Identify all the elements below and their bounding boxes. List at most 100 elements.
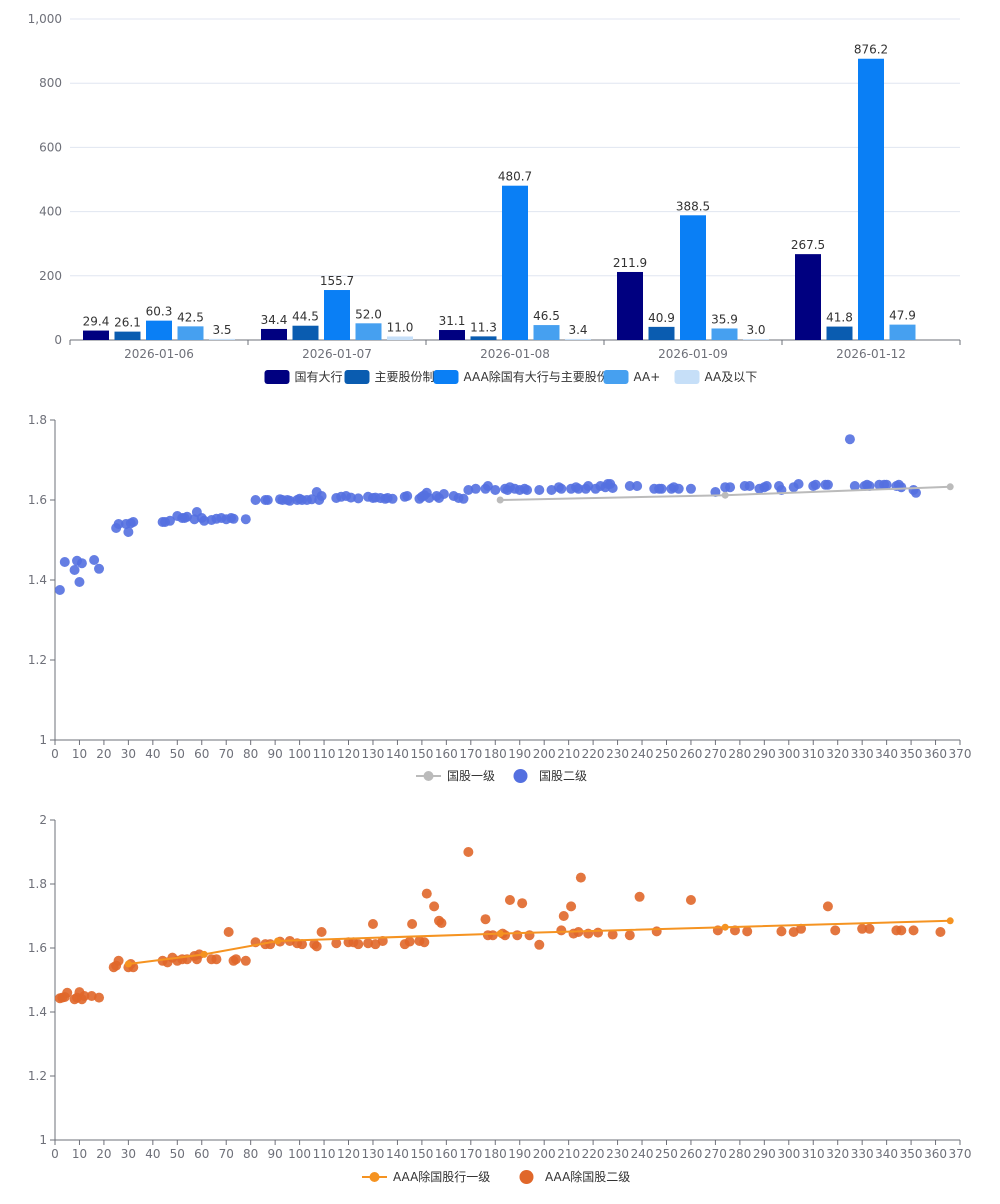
bar bbox=[889, 324, 916, 340]
x-tick-label: 70 bbox=[219, 1147, 234, 1161]
scatter-point bbox=[438, 489, 449, 499]
y-tick-label: 200 bbox=[39, 269, 62, 283]
data-label: 47.9 bbox=[889, 309, 916, 323]
x-tick-label: 2026-01-12 bbox=[836, 347, 906, 361]
scatter-point bbox=[62, 987, 73, 998]
scatter-point bbox=[436, 918, 447, 929]
x-tick-label: 270 bbox=[704, 1147, 727, 1161]
scatter-point bbox=[113, 519, 124, 529]
y-tick-label: 1 bbox=[39, 733, 47, 747]
x-tick-label: 20 bbox=[96, 1147, 111, 1161]
x-tick-label: 190 bbox=[508, 1147, 531, 1161]
legend-label: AA+ bbox=[634, 370, 661, 384]
bar bbox=[355, 323, 382, 340]
scatter-point bbox=[607, 929, 618, 940]
data-label: 35.9 bbox=[711, 312, 738, 326]
x-tick-label: 0 bbox=[51, 1147, 59, 1161]
y-tick-label: 1.2 bbox=[28, 653, 47, 667]
bar bbox=[680, 215, 706, 340]
scatter-point bbox=[593, 927, 603, 938]
scatter-point bbox=[113, 955, 124, 966]
data-label: 34.4 bbox=[261, 313, 288, 327]
scatter-point bbox=[908, 925, 919, 936]
y-tick-label: 600 bbox=[39, 140, 62, 154]
y-tick-label: 1.8 bbox=[28, 877, 47, 891]
bar bbox=[114, 331, 141, 340]
x-tick-label: 360 bbox=[924, 1147, 947, 1161]
scatter-point bbox=[575, 872, 586, 883]
scatter-point bbox=[59, 557, 70, 567]
x-tick-label: 130 bbox=[362, 1147, 385, 1161]
scatter-point bbox=[363, 938, 374, 949]
x-tick-label: 110 bbox=[313, 747, 336, 761]
y-tick-label: 1.4 bbox=[28, 1005, 47, 1019]
x-tick-label: 80 bbox=[243, 747, 258, 761]
line-point bbox=[200, 950, 208, 958]
x-tick-label: 30 bbox=[121, 1147, 136, 1161]
scatter-point bbox=[482, 481, 493, 491]
bar bbox=[858, 58, 884, 340]
line-point bbox=[496, 496, 504, 504]
scatter-point bbox=[402, 491, 413, 501]
bar bbox=[743, 339, 769, 340]
x-tick-label: 200 bbox=[533, 747, 556, 761]
scatter-point bbox=[316, 927, 327, 937]
line-point bbox=[946, 917, 954, 925]
data-label: 211.9 bbox=[613, 256, 647, 270]
y-tick-label: 1 bbox=[39, 1133, 47, 1147]
scatter-point bbox=[128, 517, 139, 527]
legend-swatch bbox=[603, 370, 629, 384]
scatter-point bbox=[404, 936, 415, 947]
scatter-point bbox=[463, 847, 474, 857]
x-tick-label: 340 bbox=[875, 747, 898, 761]
scatter-point bbox=[685, 895, 696, 905]
scatter-point bbox=[849, 481, 860, 491]
data-label: 52.0 bbox=[355, 307, 382, 321]
x-tick-label: 100 bbox=[288, 747, 311, 761]
scatter-point bbox=[123, 527, 134, 537]
data-label: 155.7 bbox=[320, 274, 354, 288]
x-tick-label: 210 bbox=[557, 1147, 580, 1161]
x-tick-label: 240 bbox=[631, 1147, 654, 1161]
scatter-point bbox=[685, 483, 696, 494]
data-label: 40.9 bbox=[648, 311, 675, 325]
line-point bbox=[124, 960, 132, 968]
x-tick-label: 230 bbox=[606, 747, 629, 761]
data-label: 31.1 bbox=[439, 314, 466, 328]
scatter-point bbox=[744, 481, 755, 491]
data-label: 3.0 bbox=[746, 323, 765, 337]
scatter-point bbox=[810, 479, 821, 490]
x-tick-label: 290 bbox=[753, 1147, 776, 1161]
legend-swatch bbox=[344, 370, 370, 384]
scatter-point bbox=[896, 482, 907, 493]
x-tick-label: 150 bbox=[410, 1147, 433, 1161]
scatter-point bbox=[504, 895, 515, 905]
data-label: 29.4 bbox=[83, 315, 110, 329]
scatter-point bbox=[240, 955, 251, 966]
series-line bbox=[128, 919, 951, 965]
data-label: 26.1 bbox=[114, 316, 141, 330]
bar bbox=[711, 328, 738, 340]
scatter-point bbox=[522, 485, 533, 495]
scatter-point bbox=[367, 919, 378, 929]
scatter-point bbox=[796, 923, 807, 934]
scatter-point bbox=[761, 481, 772, 491]
x-tick-label: 140 bbox=[386, 1147, 409, 1161]
x-tick-label: 180 bbox=[484, 747, 507, 761]
scatter-point bbox=[673, 483, 684, 494]
line-point bbox=[946, 483, 954, 491]
bar bbox=[565, 338, 591, 340]
scatter-point bbox=[742, 926, 753, 937]
scatter-point bbox=[223, 927, 234, 937]
x-tick-label: 250 bbox=[655, 1147, 678, 1161]
scatter-chart-guogu: 1 1.2 1.4 1.6 1.8 0 10 20 30 40 50 60 70 80 90 100 110 12… bbox=[28, 413, 971, 783]
scatter-point bbox=[651, 926, 662, 937]
bar-chart: 0 200 400 600 800 1,000 2026-01-06 2026-01-07 20… bbox=[28, 12, 961, 384]
scatter-point bbox=[419, 937, 430, 948]
x-tick-label: 320 bbox=[826, 747, 849, 761]
x-tick-label: 260 bbox=[679, 747, 702, 761]
scatter-point bbox=[607, 483, 618, 493]
x-tick-label: 150 bbox=[410, 747, 433, 761]
scatter-point bbox=[534, 485, 545, 495]
